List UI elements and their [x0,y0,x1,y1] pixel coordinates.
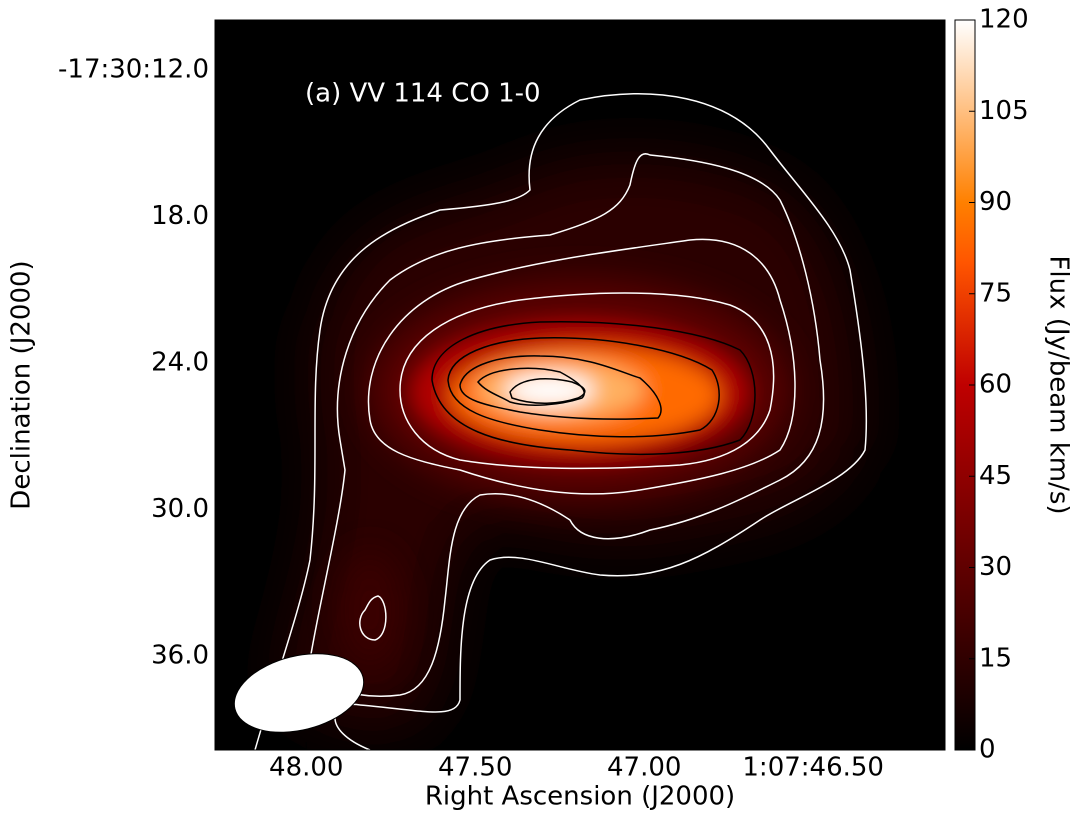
colorbar-tick-label: 45 [979,461,1012,491]
x-tick-label: 1:07:46.50 [742,753,884,783]
plot-frame [214,19,946,751]
colorbar-tick-label: 30 [979,552,1012,582]
y-axis-label: Declination (J2000) [7,260,37,509]
colorbar-tick-label: 60 [979,370,1012,400]
y-tick-label: 24.0 [151,348,209,378]
colorbar-tick-label: 75 [979,278,1012,308]
colorbar-tick-label: 105 [979,96,1029,126]
chart-title: (a) VV 114 CO 1-0 [305,79,541,109]
colorbar-tick-label: 15 [979,643,1012,673]
colorbar-tick-label: 120 [979,5,1029,35]
x-tick-label: 47.00 [607,753,681,783]
y-tick-label: 18.0 [151,201,209,231]
colorbar-tick-label: 90 [979,187,1012,217]
x-tick-label: 48.00 [269,753,343,783]
colorbar-label: Flux (Jy/beam km/s) [1044,255,1074,514]
y-tick-label: 36.0 [151,641,209,671]
x-axis-label: Right Ascension (J2000) [425,782,735,812]
flux-map [215,20,945,750]
x-tick-label: 47.50 [438,753,512,783]
y-tick-label: 30.0 [151,494,209,524]
beam [233,653,365,733]
colorbar-tick-label: 0 [979,735,996,765]
y-tick-label: -17:30:12.0 [58,55,209,85]
